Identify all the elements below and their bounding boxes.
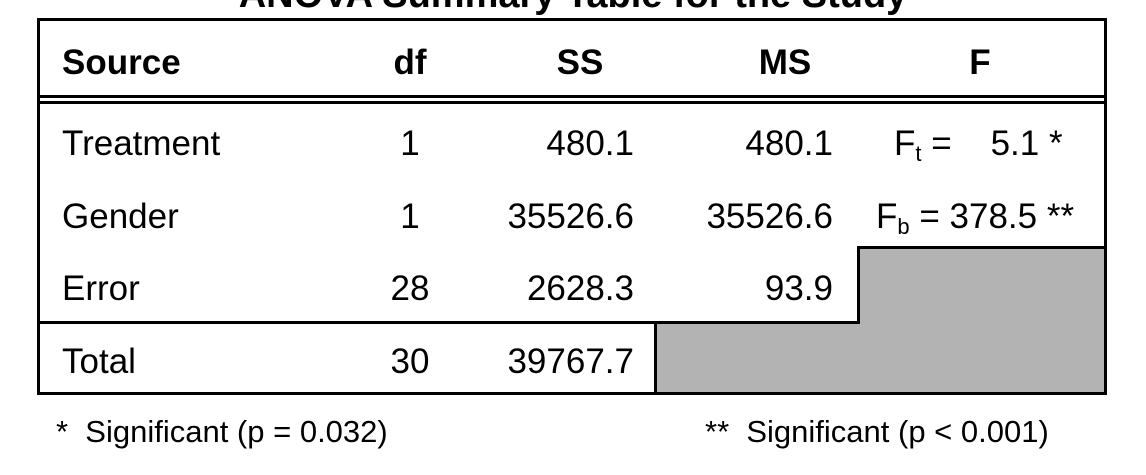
f-equals: = (909, 197, 950, 236)
f-symbol: F (876, 197, 898, 236)
header-df: df (393, 43, 427, 82)
header-f: F (969, 43, 991, 82)
significance-mark: * (1039, 124, 1063, 163)
row-error-df: 28 (390, 269, 430, 308)
f-subscript: b (897, 214, 910, 239)
row-gender-ms: 35526.6 (706, 197, 833, 236)
row-error-ss: 2628.3 (526, 269, 634, 308)
header-ms: MS (758, 43, 812, 82)
f-symbol: F (894, 124, 916, 163)
row-treatment-ms: 480.1 (745, 124, 833, 163)
f-value: 378.5 (949, 197, 1038, 236)
row-gender-f: Fb = 378.5 ** (876, 197, 1075, 239)
total-row-rule (40, 321, 860, 324)
footnote-single-star: * Significant (p = 0.032) (56, 414, 388, 449)
f-equals: = (921, 124, 991, 163)
significance-mark: ** (1037, 197, 1075, 236)
grey-block-left-rule (857, 246, 860, 324)
row-total-source: Total (62, 342, 136, 381)
header-source: Source (62, 43, 181, 82)
total-row-divider (654, 321, 657, 392)
header-rule-bottom (40, 101, 1104, 104)
row-total-df: 30 (390, 342, 430, 381)
grey-block-top-rule (857, 246, 1104, 249)
row-error-ms: 93.9 (764, 269, 833, 308)
row-treatment-f: Ft = 5.1 * (894, 124, 1063, 166)
row-gender-source: Gender (62, 197, 179, 236)
row-error-source: Error (62, 269, 140, 308)
page-title: ANOVA Summary Table for the Study (0, 0, 1146, 17)
empty-shaded-cell-ms (657, 324, 860, 392)
row-treatment-source: Treatment (62, 124, 221, 163)
row-treatment-ss: 480.1 (546, 124, 634, 163)
f-value: 5.1 (990, 124, 1040, 163)
empty-shaded-cell-f (860, 249, 1104, 392)
row-gender-df: 1 (400, 197, 420, 236)
anova-table: Source df SS MS F Treatment 1 480.1 480.… (37, 18, 1107, 395)
footnote-double-star: ** Significant (p < 0.001) (705, 414, 1049, 449)
header-ss: SS (556, 43, 604, 82)
row-treatment-df: 1 (400, 124, 420, 163)
row-gender-ss: 35526.6 (507, 197, 634, 236)
row-total-ss: 39767.7 (507, 342, 634, 381)
f-subscript: t (915, 141, 922, 166)
header-rule-top (40, 95, 1104, 98)
